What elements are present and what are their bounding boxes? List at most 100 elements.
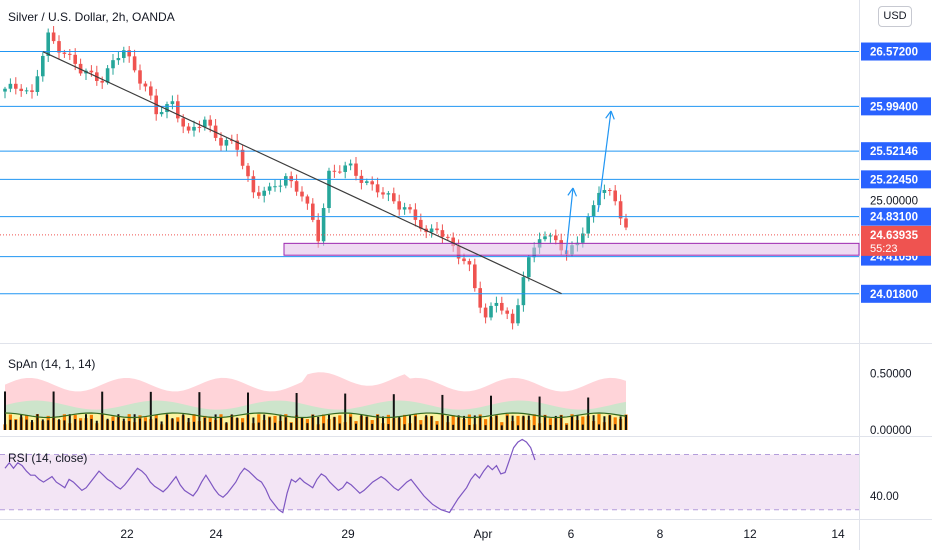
price-tick-label: 25.00000: [870, 196, 918, 208]
candle-body: [262, 190, 266, 196]
candle-body: [473, 264, 477, 289]
level-label-badge: [861, 42, 931, 61]
span-spike: [625, 415, 627, 430]
candle-body: [289, 176, 293, 182]
span-spike: [171, 418, 174, 430]
span-spike: [603, 416, 606, 430]
span-spike: [252, 417, 255, 430]
candle-body: [332, 170, 337, 172]
span-signal-line: [4, 412, 627, 419]
candle-body: [149, 86, 153, 96]
time-tick-label: 22: [120, 527, 134, 541]
candle-body: [100, 80, 104, 83]
span-spike: [490, 395, 492, 430]
span-spike: [500, 425, 503, 430]
candle-body: [554, 235, 558, 241]
span-spike: [176, 421, 179, 430]
candle-body: [68, 53, 72, 55]
span-spike: [58, 419, 60, 430]
candle-body: [586, 216, 590, 234]
span-spike: [446, 416, 449, 430]
candle-body: [203, 119, 207, 127]
span-spike: [441, 394, 444, 430]
span-spike: [463, 415, 465, 430]
span-spike: [355, 423, 357, 430]
candle-body: [116, 58, 121, 61]
candle-body: [138, 70, 142, 84]
span-spike: [36, 414, 39, 430]
candle-body: [127, 50, 131, 57]
span-spike: [619, 416, 622, 430]
projection-arrowhead: [605, 110, 612, 119]
span-spike: [263, 414, 266, 430]
span-spike: [387, 424, 390, 430]
candle-body: [170, 101, 175, 105]
candle-body: [3, 88, 7, 92]
span-bar: [322, 414, 326, 430]
span-spike: [63, 420, 66, 430]
time-tick-label: 14: [831, 527, 845, 541]
span-bar: [597, 414, 601, 430]
candle-body: [300, 191, 304, 197]
candle-body: [73, 54, 77, 64]
span-spike: [241, 422, 244, 430]
span-spike: [90, 418, 93, 430]
candle-body: [597, 192, 601, 206]
span-spike: [495, 415, 498, 430]
candle-body: [608, 189, 612, 191]
span-spike: [371, 423, 374, 430]
span-spike: [220, 417, 222, 430]
candle-body: [132, 56, 137, 71]
candle-body: [230, 139, 234, 141]
rsi-band: [0, 454, 859, 510]
span-spike: [106, 418, 109, 430]
span-spike: [344, 393, 347, 430]
span-bar: [257, 414, 261, 430]
span-spike: [301, 417, 303, 430]
span-spike: [9, 419, 12, 430]
span-spike: [160, 421, 163, 430]
span-spike: [592, 415, 595, 430]
span-bar: [548, 418, 552, 430]
candle-body: [246, 165, 250, 177]
span-spike: [349, 416, 352, 430]
span-spike: [290, 422, 293, 430]
candle-body: [478, 288, 482, 308]
span-spike: [198, 392, 201, 430]
span-spike: [576, 415, 579, 430]
currency-button[interactable]: USD: [878, 6, 912, 27]
span-spike: [236, 417, 239, 430]
span-spike: [322, 423, 325, 430]
candle-body: [451, 237, 455, 247]
candle-body: [413, 209, 418, 220]
level-label: 25.99400: [870, 101, 918, 113]
span-spike: [473, 415, 476, 430]
span-spike: [144, 421, 147, 430]
span-spike: [382, 416, 384, 430]
span-spike: [214, 414, 217, 430]
candle-body: [197, 126, 202, 128]
candle-body: [30, 90, 34, 92]
candle-body: [41, 55, 45, 77]
candle-body: [159, 112, 164, 115]
span-tick-label: 0.00000: [870, 425, 912, 437]
level-label-badge: [861, 207, 931, 226]
span-spike: [284, 417, 287, 430]
span-spike: [338, 423, 341, 430]
candle-body: [14, 83, 18, 89]
span-spike: [565, 424, 568, 430]
candle-body: [24, 90, 29, 92]
candle-body: [591, 205, 596, 217]
level-label-badge: [861, 97, 931, 116]
candle-body: [338, 171, 342, 173]
span-spike: [533, 425, 536, 430]
candle-body: [624, 218, 628, 228]
span-spike: [614, 424, 617, 430]
candle-body: [500, 302, 504, 311]
span-spike: [392, 394, 395, 430]
current-price-badge: [861, 225, 931, 256]
span-bar: [467, 414, 471, 430]
candle-body: [370, 181, 374, 185]
